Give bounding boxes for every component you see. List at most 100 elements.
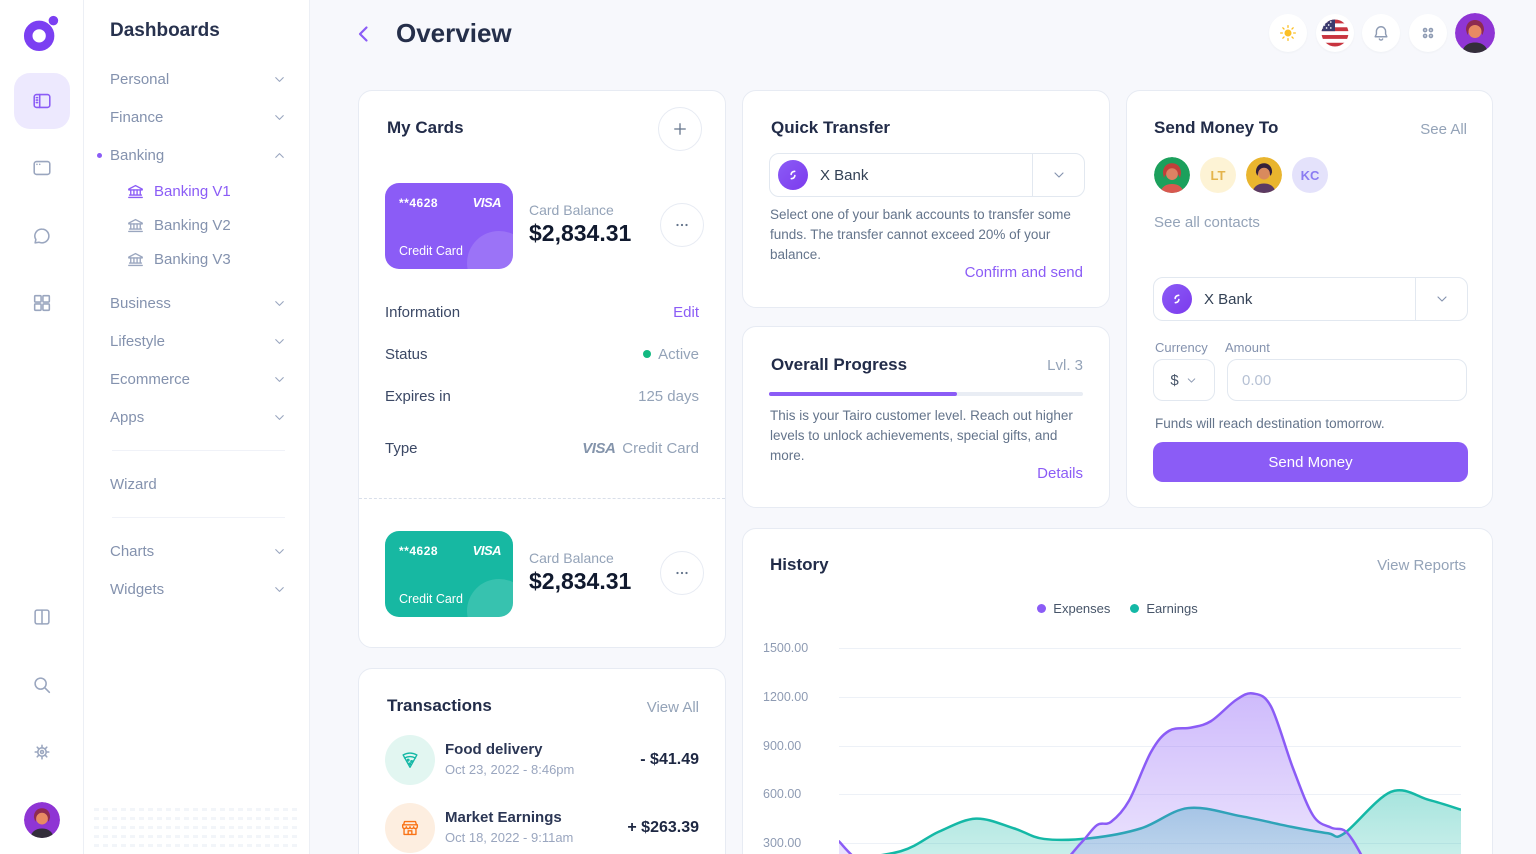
card-info-row: Information Edit xyxy=(385,297,699,327)
bank-card-1[interactable]: **4628 VISA Credit Card xyxy=(385,183,513,269)
avatar-illustration xyxy=(1455,13,1495,53)
bank-icon xyxy=(128,184,143,198)
visa-logo: VISA xyxy=(472,543,502,558)
chat-bubble-icon xyxy=(34,228,50,244)
rail-item-search[interactable] xyxy=(31,674,53,696)
sidebar-item-banking-v3[interactable]: Banking V3 xyxy=(110,242,287,276)
pizza-icon xyxy=(402,752,418,769)
y-axis-tick: 900.00 xyxy=(763,738,802,753)
bank-select[interactable]: X Bank xyxy=(1153,277,1468,321)
avatar-illustration xyxy=(24,802,60,838)
my-cards-title: My Cards xyxy=(387,118,464,137)
sidebar-item-apps[interactable]: Apps xyxy=(110,398,287,436)
edit-link[interactable]: Edit xyxy=(673,303,699,321)
bank-card-2[interactable]: **4628 VISA Credit Card xyxy=(385,531,513,617)
bell-icon xyxy=(1374,26,1388,41)
sidebar-item-ecommerce[interactable]: Ecommerce xyxy=(110,360,287,398)
x-bank-icon xyxy=(1162,284,1192,314)
expires-value: 125 days xyxy=(638,387,699,405)
contact-avatar-4[interactable]: KC xyxy=(1292,157,1328,193)
rail-item-layouts[interactable] xyxy=(31,606,53,628)
contact-avatar-2[interactable]: LT xyxy=(1200,157,1236,193)
chevron-down-icon xyxy=(275,114,284,120)
gridline xyxy=(839,745,1461,747)
us-flag-icon xyxy=(1321,19,1349,47)
send-money-title: Send Money To xyxy=(1154,118,1279,137)
selected-bank: X Bank xyxy=(820,166,869,184)
sidebar-item-finance[interactable]: Finance xyxy=(110,98,287,136)
see-all-link[interactable]: See All xyxy=(1420,121,1467,138)
chevron-down-icon xyxy=(275,300,284,306)
sidebar-item-personal[interactable]: Personal xyxy=(110,60,287,98)
rail-item-dashboards-active[interactable] xyxy=(14,73,70,129)
sidebar-item-wizard[interactable]: Wizard xyxy=(110,475,157,493)
details-link[interactable]: Details xyxy=(1037,465,1083,482)
sidebar-item-banking[interactable]: Banking xyxy=(97,136,287,174)
search-icon xyxy=(34,677,51,694)
sidebar-footer-placeholder xyxy=(94,808,301,850)
contact-avatar-3[interactable] xyxy=(1246,157,1282,193)
sidebar-item-banking-v2[interactable]: Banking V2 xyxy=(110,208,287,242)
card-expires-row: Expires in 125 days xyxy=(385,381,699,411)
rail-item-settings[interactable] xyxy=(31,741,53,763)
gridline xyxy=(839,696,1461,698)
sidebar-divider xyxy=(112,517,285,518)
add-card-button[interactable] xyxy=(658,107,702,151)
sidebar: Dashboards Personal Finance Banking Bank… xyxy=(84,0,310,854)
see-all-contacts-link[interactable]: See all contacts xyxy=(1154,214,1260,231)
sun-icon xyxy=(1280,25,1296,41)
apps-menu-button[interactable] xyxy=(1409,14,1447,52)
card-number: **4628 xyxy=(399,196,439,210)
theme-toggle-button[interactable] xyxy=(1269,14,1307,52)
confirm-send-link[interactable]: Confirm and send xyxy=(964,264,1083,281)
history-panel: History View Reports Expenses Earnings 1… xyxy=(742,528,1493,854)
card-menu-button[interactable] xyxy=(660,203,704,247)
quick-transfer-title: Quick Transfer xyxy=(771,118,891,137)
card-menu-button[interactable] xyxy=(660,551,704,595)
language-button[interactable] xyxy=(1316,14,1354,52)
chevron-down-icon xyxy=(1053,172,1064,178)
columns-icon xyxy=(34,609,50,625)
progress-bar xyxy=(769,392,1083,396)
transaction-name: Market Earnings xyxy=(445,809,562,826)
chevron-down-icon xyxy=(1187,377,1195,383)
sidebar-item-charts[interactable]: Charts xyxy=(110,532,287,570)
card-balance-value: $2,834.31 xyxy=(529,568,632,594)
y-axis-tick: 300.00 xyxy=(763,836,802,850)
send-money-button[interactable]: Send Money xyxy=(1153,442,1468,482)
amount-input[interactable] xyxy=(1227,359,1467,401)
bank-icon xyxy=(128,252,143,266)
notifications-button[interactable] xyxy=(1362,14,1400,52)
app-window-icon xyxy=(33,160,51,176)
rail-item-messages[interactable] xyxy=(31,225,53,247)
view-all-link[interactable]: View All xyxy=(646,699,699,716)
back-button[interactable] xyxy=(352,22,376,46)
sidebar-item-banking-v1[interactable]: Banking V1 xyxy=(110,174,287,208)
currency-label: Currency xyxy=(1155,340,1208,355)
dashed-divider xyxy=(359,498,725,499)
user-avatar[interactable] xyxy=(1455,13,1495,53)
chevron-up-icon xyxy=(275,152,284,158)
sidebar-item-lifestyle[interactable]: Lifestyle xyxy=(110,322,287,360)
card-balance-label: Card Balance xyxy=(529,202,614,218)
sidebar-item-business[interactable]: Business xyxy=(110,284,287,322)
avatar-illustration xyxy=(1154,157,1190,193)
sidebar-divider xyxy=(112,450,285,451)
contact-avatar-1[interactable] xyxy=(1154,157,1190,193)
grid-icon xyxy=(33,294,51,312)
currency-symbol: $ xyxy=(1170,371,1179,389)
sidebar-item-widgets[interactable]: Widgets xyxy=(110,570,287,608)
rail-item-widgets[interactable] xyxy=(31,292,53,314)
rail-user-avatar[interactable] xyxy=(24,802,60,838)
bank-select[interactable]: X Bank xyxy=(769,153,1085,197)
currency-select[interactable]: $ xyxy=(1153,359,1215,401)
view-reports-link[interactable]: View Reports xyxy=(1377,557,1466,574)
expenses-legend-dot xyxy=(1037,604,1047,613)
funds-note: Funds will reach destination tomorrow. xyxy=(1155,416,1385,431)
gridline xyxy=(839,648,1461,649)
select-arrow xyxy=(1415,278,1467,320)
card-decoration xyxy=(467,579,513,617)
rail-item-apps[interactable] xyxy=(31,157,53,179)
status-active-dot xyxy=(643,350,652,358)
app-logo[interactable] xyxy=(23,14,61,52)
